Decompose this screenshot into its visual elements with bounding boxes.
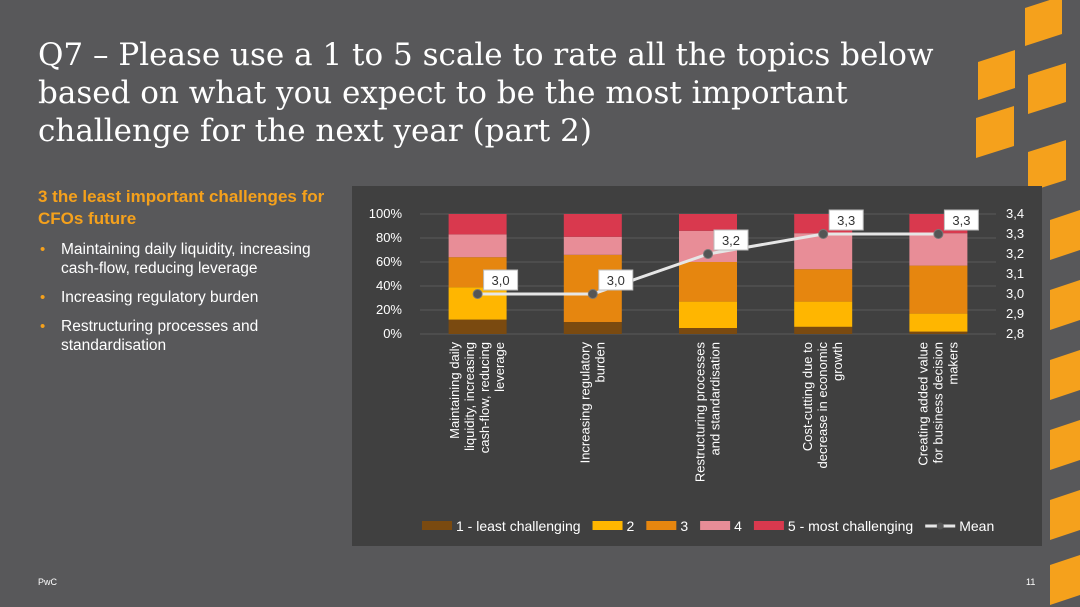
bar-segment	[909, 265, 968, 314]
mean-label-box	[483, 269, 519, 291]
legend-label: 2	[627, 518, 635, 534]
bullet-icon: •	[40, 318, 46, 335]
x-category-label: Restructuring processesand standardisati…	[693, 342, 723, 483]
slide-title: Q7 – Please use a 1 to 5 scale to rate a…	[38, 37, 934, 149]
mean-point	[818, 229, 829, 239]
mean-data-label: 3,2	[722, 233, 740, 248]
bar-segment	[909, 313, 968, 332]
bar-segment	[448, 319, 507, 334]
bar-segment	[679, 262, 737, 302]
legend-mean-marker	[936, 522, 944, 530]
y-left-tick-label: 20%	[376, 302, 402, 317]
bar-segment	[448, 214, 507, 235]
x-category-label: Cost-cutting due todecrease in economicg…	[800, 342, 845, 469]
bullet-text: Increasing regulatory burden	[61, 289, 259, 306]
bar-segment	[563, 214, 622, 237]
mean-data-label: 3,0	[492, 273, 510, 288]
bar-segment	[679, 301, 737, 328]
chevron-shape	[976, 106, 1014, 158]
bar-segment	[448, 234, 507, 258]
chevron-shape	[1028, 63, 1066, 114]
mean-data-label: 3,3	[837, 213, 855, 228]
legend-label: 5 - most challenging	[788, 518, 913, 534]
y-left-tick-label: 100%	[369, 206, 403, 221]
x-category-label: Increasing regulatoryburden	[577, 342, 607, 464]
bullet-text: Maintaining daily liquidity, increasing …	[61, 241, 311, 277]
legend-label: 1 - least challenging	[456, 518, 581, 534]
bar-segment	[794, 269, 853, 302]
y-right-tick-label: 3,0	[1006, 286, 1024, 301]
bar-segment	[563, 236, 622, 255]
mean-data-label: 3,3	[952, 213, 970, 228]
legend-swatch	[646, 521, 677, 530]
list-item: • Increasing regulatory burden	[38, 288, 328, 307]
chevron-shape	[1050, 555, 1080, 605]
mean-point	[703, 249, 713, 259]
chevron-shape	[1025, 0, 1062, 46]
bar-segment	[794, 233, 853, 270]
legend-swatch	[700, 521, 731, 530]
y-right-tick-label: 3,3	[1006, 226, 1024, 241]
y-right-tick-label: 3,2	[1006, 246, 1024, 261]
bar-segment	[794, 301, 853, 327]
y-right-tick-label: 2,9	[1006, 306, 1024, 321]
mean-point	[472, 289, 483, 299]
x-category-label: Maintaining dailyliquidity, increasingca…	[447, 342, 507, 454]
mean-point	[587, 289, 598, 299]
legend-label: 4	[734, 518, 742, 534]
legend-swatch	[592, 521, 623, 530]
mean-label-box	[828, 209, 864, 231]
bullet-icon: •	[40, 289, 46, 306]
sidebar-summary: 3 the least important challenges for CFO…	[38, 186, 328, 365]
list-item: • Restructuring processes and standardisa…	[38, 317, 328, 355]
bar-segment	[563, 322, 622, 334]
page-number: 11	[1026, 577, 1036, 587]
y-left-tick-label: 80%	[376, 230, 402, 245]
y-left-tick-label: 40%	[376, 278, 402, 293]
bullet-list: • Maintaining daily liquidity, increasing…	[38, 240, 328, 355]
bar-segment	[909, 331, 968, 334]
chevron-shape	[1050, 350, 1080, 400]
mean-label-box	[598, 269, 634, 291]
bar-segment	[679, 328, 737, 334]
mean-point	[933, 229, 944, 239]
legend-swatch	[753, 521, 784, 530]
y-left-tick-label: 0%	[383, 326, 402, 341]
x-category-label: Creating added valuefor business decisio…	[915, 342, 960, 466]
chart-panel: 0% 20% 40% 60% 80% 100% 2,8 2,9 3,0 3,1 3,2 3,3 3,4 M…	[352, 186, 1042, 546]
legend-label: Mean	[959, 518, 994, 534]
legend-swatch	[422, 521, 452, 530]
chevron-shape	[1050, 210, 1080, 260]
legend-label: 3	[680, 518, 688, 534]
y-right-tick-label: 3,4	[1006, 206, 1024, 221]
bullet-icon: •	[40, 241, 46, 258]
sidebar-heading: 3 the least important challenges for CFO…	[38, 187, 325, 228]
chevron-shape	[1028, 140, 1066, 192]
mean-label-box	[943, 209, 979, 231]
chevron-shape	[1050, 420, 1080, 470]
y-left-tick-label: 60%	[376, 254, 402, 269]
footer-brand: PwC	[38, 577, 58, 587]
chevron-shape	[978, 50, 1015, 100]
bullet-text: Restructuring processes and standardisat…	[61, 318, 259, 354]
y-right-tick-label: 3,1	[1006, 266, 1024, 281]
mean-label-box	[713, 229, 749, 251]
chevron-shape	[1050, 280, 1080, 330]
list-item: • Maintaining daily liquidity, increasing…	[38, 240, 328, 278]
stacked-bar-chart: 0% 20% 40% 60% 80% 100% 2,8 2,9 3,0 3,1 3,2 3,3 3,4 M…	[369, 206, 1024, 534]
chevron-shape	[1050, 490, 1080, 540]
y-right-tick-label: 2,8	[1006, 326, 1024, 341]
mean-data-label: 3,0	[607, 273, 625, 288]
bar-segment	[679, 214, 737, 231]
bar-segment	[794, 326, 853, 334]
